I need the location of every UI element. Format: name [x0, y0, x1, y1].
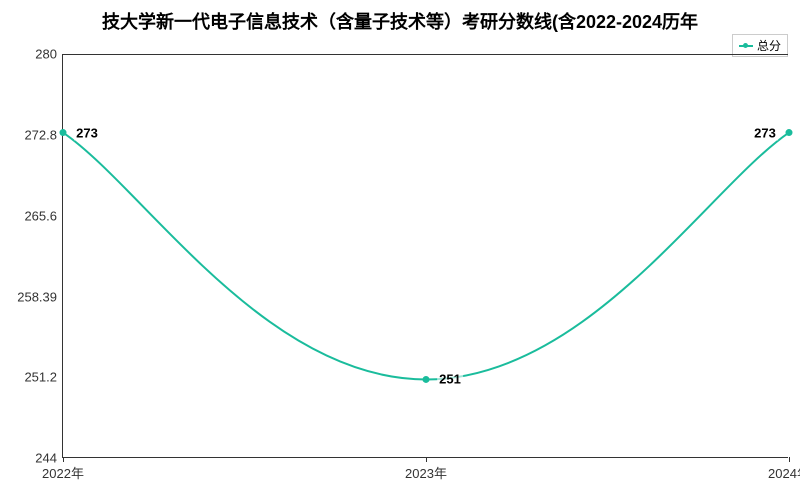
- data-label: 251: [437, 372, 463, 387]
- data-point: [786, 129, 793, 136]
- data-label: 273: [752, 125, 778, 140]
- x-tick-label: 2022年: [42, 457, 84, 482]
- legend-marker: [739, 45, 753, 47]
- x-tick-label: 2024年: [768, 457, 800, 482]
- legend-label: 总分: [757, 37, 781, 54]
- y-tick-label: 258.39: [17, 289, 63, 304]
- x-tick-label: 2023年: [405, 457, 447, 482]
- y-tick-label: 265.6: [24, 208, 63, 223]
- data-point: [423, 376, 430, 383]
- line-layer: [63, 54, 789, 458]
- y-tick-label: 272.8: [24, 127, 63, 142]
- grid-line: [63, 54, 788, 55]
- data-label: 273: [74, 125, 100, 140]
- chart-container: 技大学新一代电子信息技术（含量子技术等）考研分数线(含2022-2024历年 总…: [0, 0, 800, 500]
- y-tick-label: 251.2: [24, 370, 63, 385]
- chart-title: 技大学新一代电子信息技术（含量子技术等）考研分数线(含2022-2024历年: [0, 8, 800, 34]
- y-tick-label: 280: [35, 47, 63, 62]
- series-line: [63, 133, 789, 380]
- plot-area: 244251.2258.39265.6272.82802022年2023年202…: [62, 54, 788, 458]
